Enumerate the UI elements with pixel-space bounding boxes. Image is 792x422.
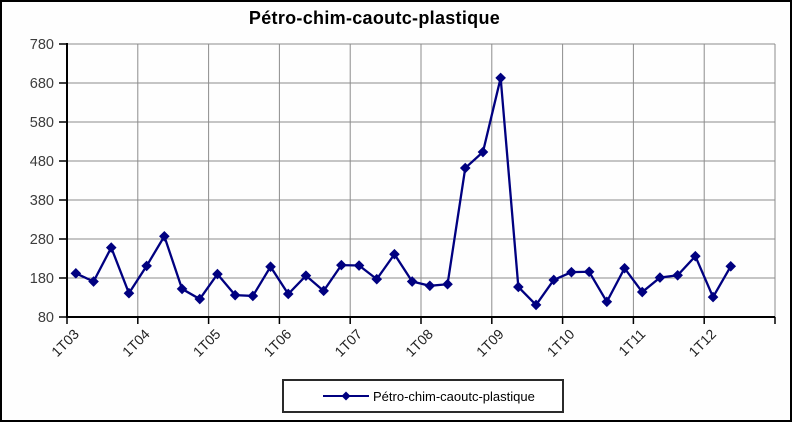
y-tick-label: 580: [30, 115, 54, 131]
legend: Pétro-chim-caoutc-plastique: [282, 379, 564, 413]
data-point: [619, 262, 630, 274]
data-point: [371, 273, 383, 285]
legend-line-marker-icon: [323, 391, 369, 401]
data-point: [105, 242, 117, 253]
data-point: [229, 289, 241, 301]
data-point: [141, 260, 152, 272]
data-point: [318, 285, 329, 297]
data-point: [601, 296, 613, 308]
data-point: [353, 260, 365, 271]
x-tick-label: 1T12: [685, 326, 719, 360]
data-point: [194, 293, 206, 305]
data-point: [690, 250, 701, 262]
data-point: [707, 291, 719, 303]
y-tick-label: 480: [30, 154, 54, 170]
y-tick-label: 180: [30, 271, 54, 287]
data-point: [442, 278, 453, 290]
x-tick-label: 1T07: [331, 326, 365, 360]
data-point: [566, 266, 577, 278]
data-point: [336, 259, 347, 271]
data-point: [70, 268, 82, 279]
data-point: [477, 146, 489, 158]
data-point: [88, 276, 99, 287]
data-point: [176, 283, 188, 295]
x-tick-label: 1T09: [473, 326, 507, 360]
x-tick-label: 1T06: [260, 326, 294, 360]
data-point: [495, 72, 506, 84]
y-tick-label: 380: [30, 193, 54, 209]
chart-title: Pétro-chim-caoutc-plastique: [248, 8, 501, 28]
series-line: [75, 77, 732, 307]
data-point: [424, 280, 436, 292]
x-tick-label: 1T05: [190, 326, 224, 360]
data-point: [636, 286, 648, 298]
data-point: [212, 268, 223, 280]
legend-label: Pétro-chim-caoutc-plastique: [373, 388, 535, 404]
x-tick-label: 1T04: [119, 326, 153, 360]
y-tick-label: 280: [30, 232, 54, 248]
y-tick-label: 680: [30, 76, 54, 92]
x-tick-label: 1T10: [544, 326, 578, 360]
y-tick-label: 780: [30, 37, 54, 53]
data-point: [548, 274, 560, 286]
data-point: [459, 162, 471, 174]
data-point: [530, 299, 542, 311]
data-point: [300, 270, 312, 281]
x-tick-label: 1T08: [402, 326, 436, 360]
data-point: [725, 260, 737, 272]
data-point: [513, 281, 524, 293]
data-point: [123, 287, 135, 299]
x-tick-label: 1T11: [615, 326, 648, 359]
data-point: [265, 261, 276, 272]
y-tick-label: 80: [38, 310, 54, 326]
data-point: [282, 288, 294, 300]
data-point: [389, 248, 400, 260]
data-point: [406, 276, 418, 287]
data-point: [159, 230, 170, 242]
data-point: [247, 290, 259, 302]
x-tick-label: 1T03: [48, 326, 82, 360]
data-point: [654, 272, 666, 283]
data-point: [583, 266, 595, 278]
data-point: [672, 269, 683, 281]
